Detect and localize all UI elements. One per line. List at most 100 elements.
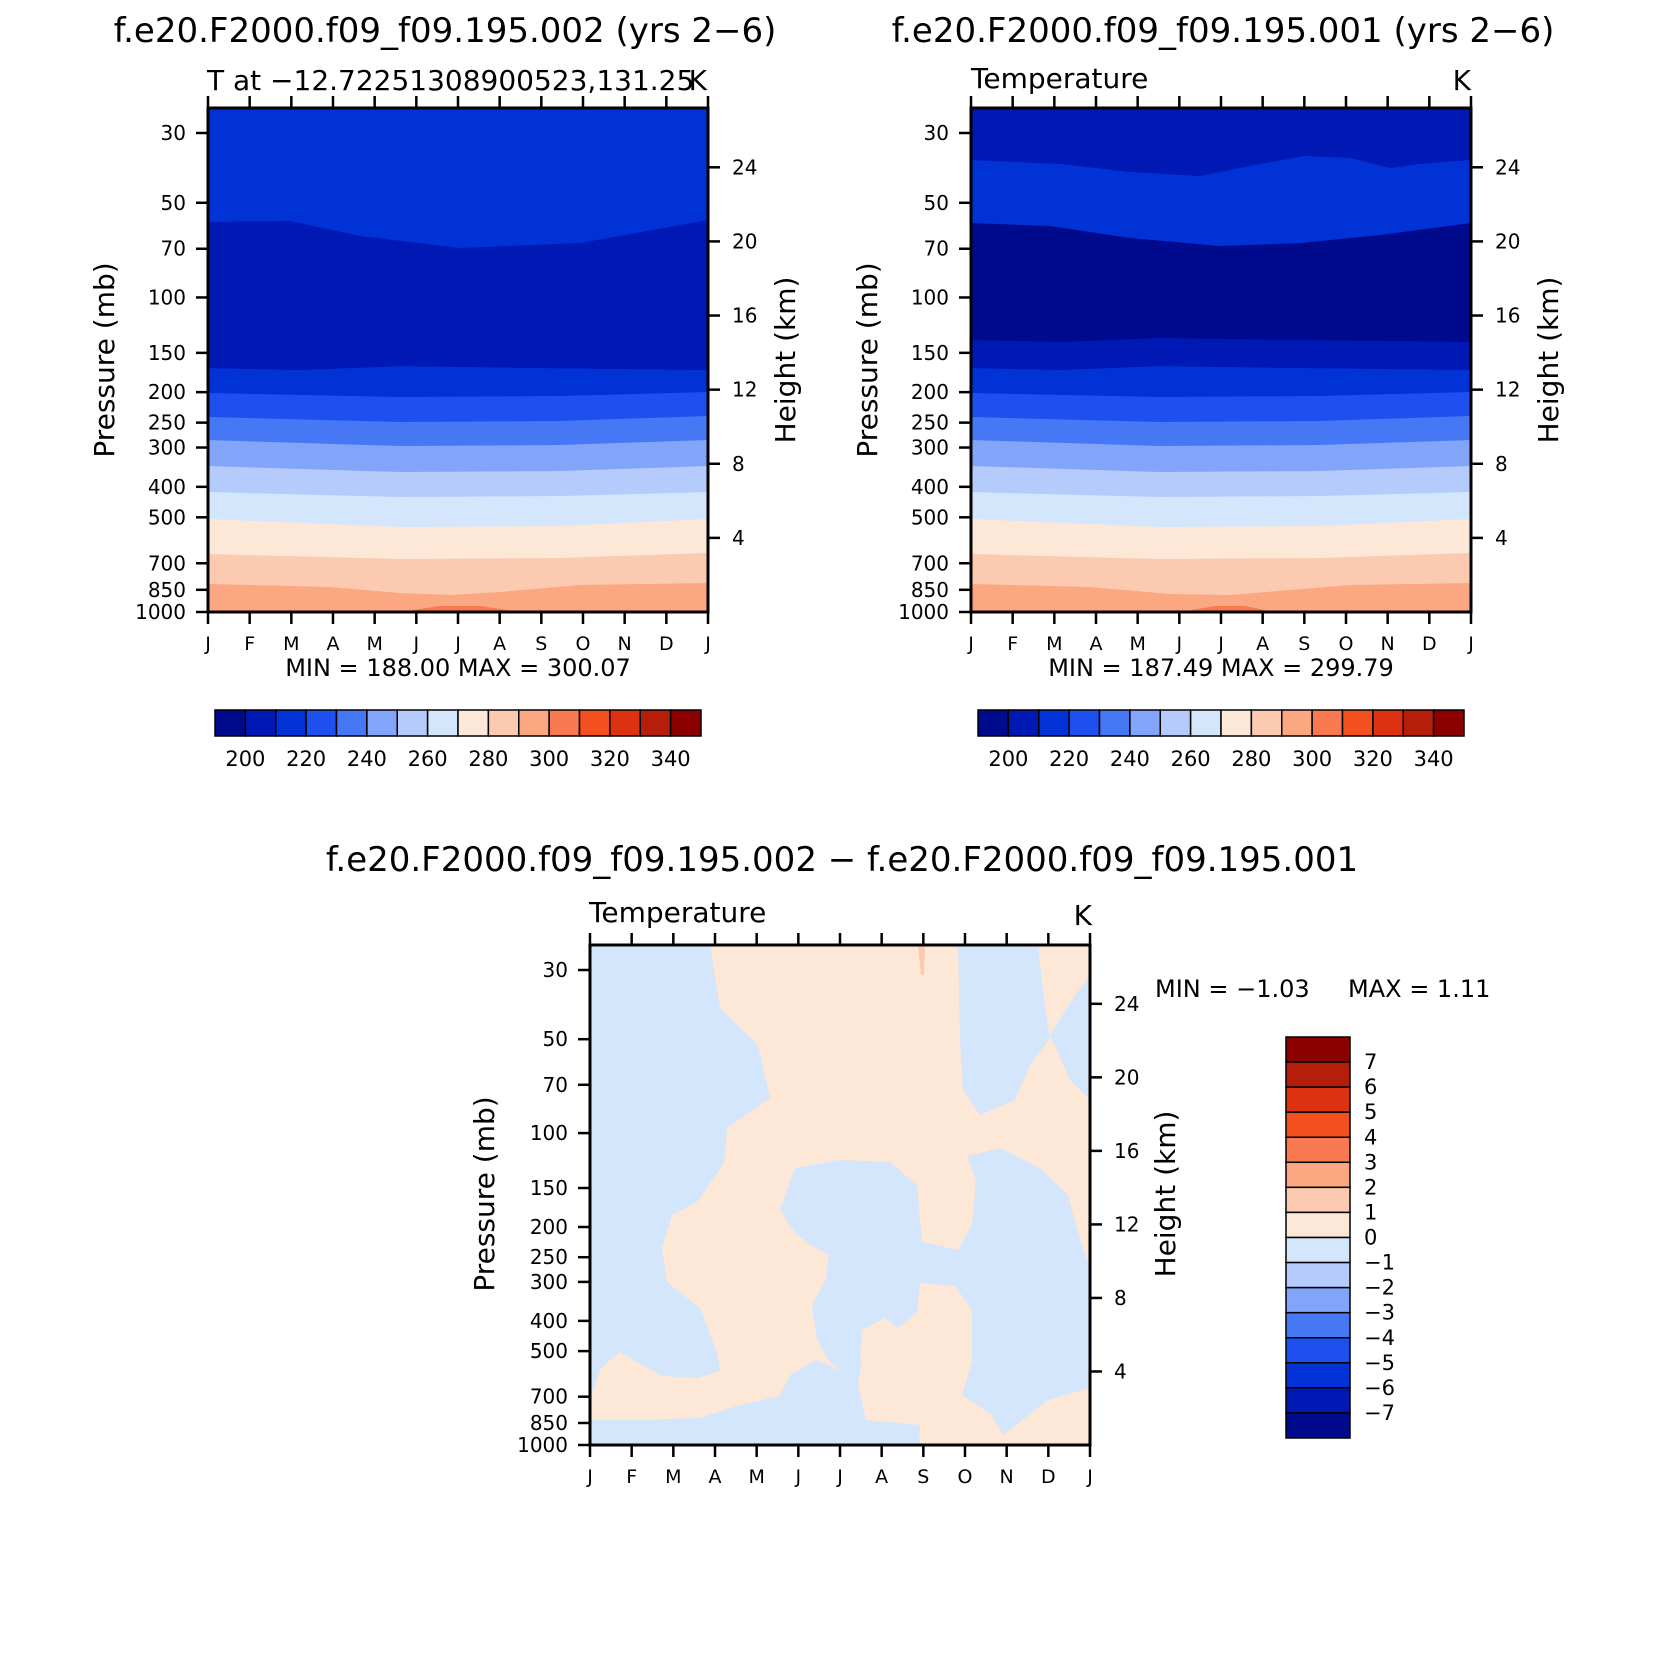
x-tick-label: A xyxy=(875,1466,888,1488)
x-tick-label: M xyxy=(1129,633,1145,655)
colorbar-swatch xyxy=(1285,1387,1351,1414)
panel-2-ylabel-right: Height (km) xyxy=(1532,277,1565,444)
colorbar-label: 320 xyxy=(1353,747,1393,771)
colorbar-swatch xyxy=(1311,709,1344,737)
colorbar-label: −2 xyxy=(1364,1276,1395,1300)
colorbar-label: 320 xyxy=(590,747,630,771)
y-tick-label: 100 xyxy=(530,1121,568,1145)
y-right-tick-label: 20 xyxy=(1114,1065,1139,1089)
x-tick-label: J xyxy=(967,633,974,655)
x-tick-label: M xyxy=(665,1466,681,1488)
y-tick-label: 70 xyxy=(924,237,949,261)
x-tick-label: M xyxy=(748,1466,764,1488)
diff-region-positive-spike xyxy=(918,945,925,975)
x-tick-label: S xyxy=(917,1466,929,1488)
panel-2-title: f.e20.F2000.f09_f09.195.001 (yrs 2−6) xyxy=(892,11,1555,51)
y-tick-label: 150 xyxy=(148,341,186,365)
y-right-tick-label: 4 xyxy=(1114,1359,1127,1383)
panel-2-colorbar: 200 220 240 260 280 300 320 340 xyxy=(977,709,1465,771)
x-tick-label: J xyxy=(1086,1466,1093,1488)
colorbar-label: 280 xyxy=(1231,747,1271,771)
y-right-tick-label: 16 xyxy=(1114,1139,1139,1163)
x-tick-label: D xyxy=(659,633,674,655)
panel-1-subtitle-left: T at −12.72251308900523,131.25 xyxy=(206,64,694,97)
colorbar-swatch xyxy=(1189,709,1222,737)
y-right-tick-label: 24 xyxy=(1495,155,1520,179)
x-tick-label: J xyxy=(1176,633,1183,655)
colorbar-label: 2 xyxy=(1364,1175,1377,1199)
y-tick-label: 30 xyxy=(924,121,949,145)
colorbar-label: 280 xyxy=(468,747,508,771)
colorbar-swatch xyxy=(275,709,307,737)
colorbar-swatch xyxy=(457,709,490,737)
y-tick-label: 850 xyxy=(148,578,186,602)
panel-1-colorbar: 200 220 240 260 280 300 320 340 xyxy=(214,709,702,771)
y-tick-label: 500 xyxy=(530,1339,568,1363)
y-tick-label: 400 xyxy=(530,1309,568,1333)
colorbar-swatch xyxy=(669,709,702,737)
y-tick-label: 300 xyxy=(148,436,186,460)
y-right-tick-label: 24 xyxy=(1114,992,1139,1016)
panel-1-plot xyxy=(206,106,710,614)
colorbar-swatch xyxy=(1129,709,1161,737)
colorbar-label: −5 xyxy=(1364,1351,1395,1375)
y-tick-label: 150 xyxy=(911,341,949,365)
panel-2-stats: MIN = 187.49 MAX = 299.79 xyxy=(1048,654,1394,682)
colorbar-swatch xyxy=(1285,1311,1351,1339)
y-tick-label: 150 xyxy=(530,1176,568,1200)
panel-1-title: f.e20.F2000.f09_f09.195.002 (yrs 2−6) xyxy=(114,11,777,51)
colorbar-label: 220 xyxy=(1049,747,1089,771)
colorbar-swatch xyxy=(639,709,672,737)
x-tick-label: O xyxy=(576,633,591,655)
panel-1-ylabel: Pressure (mb) xyxy=(88,262,121,457)
x-tick-label: N xyxy=(1381,633,1395,655)
temp-band-14 xyxy=(208,583,708,612)
x-tick-label: O xyxy=(1339,633,1354,655)
colorbar-label: 340 xyxy=(1414,747,1454,771)
colorbar-label: 200 xyxy=(225,747,265,771)
panel-3-ylabel-right: Height (km) xyxy=(1149,1111,1182,1278)
colorbar-swatch xyxy=(1285,1161,1351,1189)
colorbar-label: 7 xyxy=(1364,1050,1377,1074)
colorbar-swatch xyxy=(1285,1261,1351,1289)
diff-region-negative xyxy=(590,945,710,1108)
panel-3-title: f.e20.F2000.f09_f09.195.002 − f.e20.F200… xyxy=(326,840,1358,880)
panel-3-stats-min: MIN = −1.03 xyxy=(1155,975,1310,1003)
colorbar-swatch xyxy=(214,709,247,737)
x-tick-label: S xyxy=(535,633,547,655)
y-tick-label: 850 xyxy=(911,578,949,602)
temp-band-5 xyxy=(208,338,708,370)
colorbar-label: 200 xyxy=(988,747,1028,771)
y-tick-label: 1000 xyxy=(135,600,186,624)
panel-3-stats-max: MAX = 1.11 xyxy=(1348,975,1490,1003)
colorbar-swatch xyxy=(366,709,398,737)
panel-2-plot xyxy=(969,106,1473,614)
colorbar-swatch xyxy=(396,709,429,737)
y-tick-label: 500 xyxy=(911,505,949,529)
y-tick-label: 70 xyxy=(161,237,186,261)
x-tick-label: M xyxy=(1046,633,1062,655)
y-right-tick-label: 4 xyxy=(732,526,745,550)
y-tick-label: 200 xyxy=(911,380,949,404)
y-tick-label: 400 xyxy=(911,475,949,499)
colorbar-swatch xyxy=(1341,709,1374,737)
y-tick-label: 1000 xyxy=(517,1433,568,1457)
y-tick-label: 50 xyxy=(543,1027,568,1051)
colorbar-swatch xyxy=(1285,1036,1351,1063)
x-tick-label: A xyxy=(1090,633,1103,655)
x-tick-label: J xyxy=(454,633,461,655)
y-right-tick-label: 12 xyxy=(1495,378,1520,402)
y-right-tick-label: 16 xyxy=(732,304,757,328)
x-tick-label: M xyxy=(366,633,382,655)
y-right-tick-label: 16 xyxy=(1495,304,1520,328)
panel-3-subtitle-right: K xyxy=(1074,899,1093,932)
x-tick-label: M xyxy=(283,633,299,655)
colorbar-swatch xyxy=(1250,709,1283,737)
colorbar-label: 3 xyxy=(1364,1150,1377,1174)
